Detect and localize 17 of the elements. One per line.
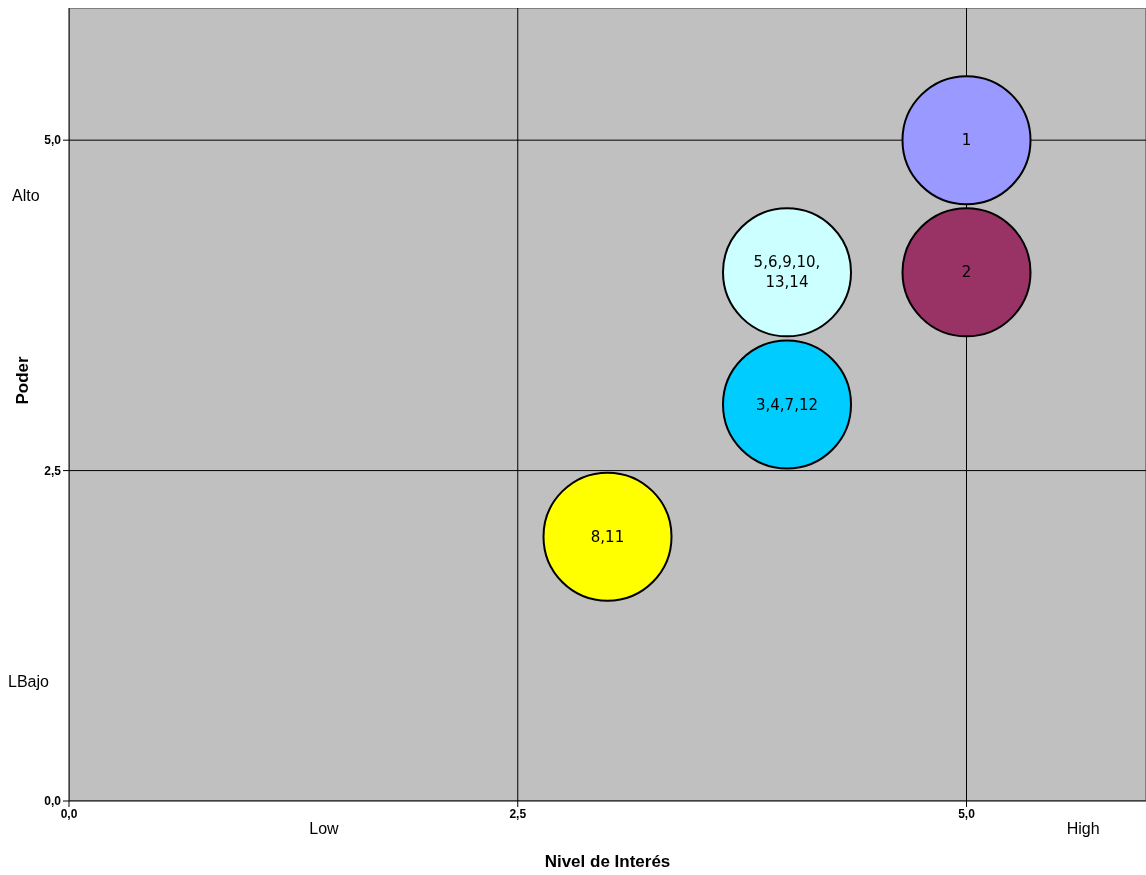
y-tick-label: 0,0 <box>44 794 62 809</box>
annotation: 5,6,9,10,13,14 <box>752 252 822 293</box>
annotation: 8,11 <box>589 526 626 547</box>
text: High <box>1066 820 1100 838</box>
y-tick-label: 5,0 <box>44 133 62 148</box>
text: Low <box>309 820 339 838</box>
text: LBajo <box>8 673 49 692</box>
x-tick-label: 2,5 <box>509 806 527 821</box>
x-tick-label: 0,0 <box>60 806 78 821</box>
annotation: 3,4,7,12 <box>755 394 819 415</box>
x-tick-label: 5,0 <box>958 806 976 821</box>
y-tick-label: 2,5 <box>44 463 62 478</box>
annotation: 1 <box>960 130 973 151</box>
annotation: 2 <box>960 262 973 283</box>
y-axis-title: Poder <box>13 355 33 405</box>
x-axis-title: Nivel de Interés <box>544 852 671 871</box>
text: Alto <box>12 186 40 205</box>
